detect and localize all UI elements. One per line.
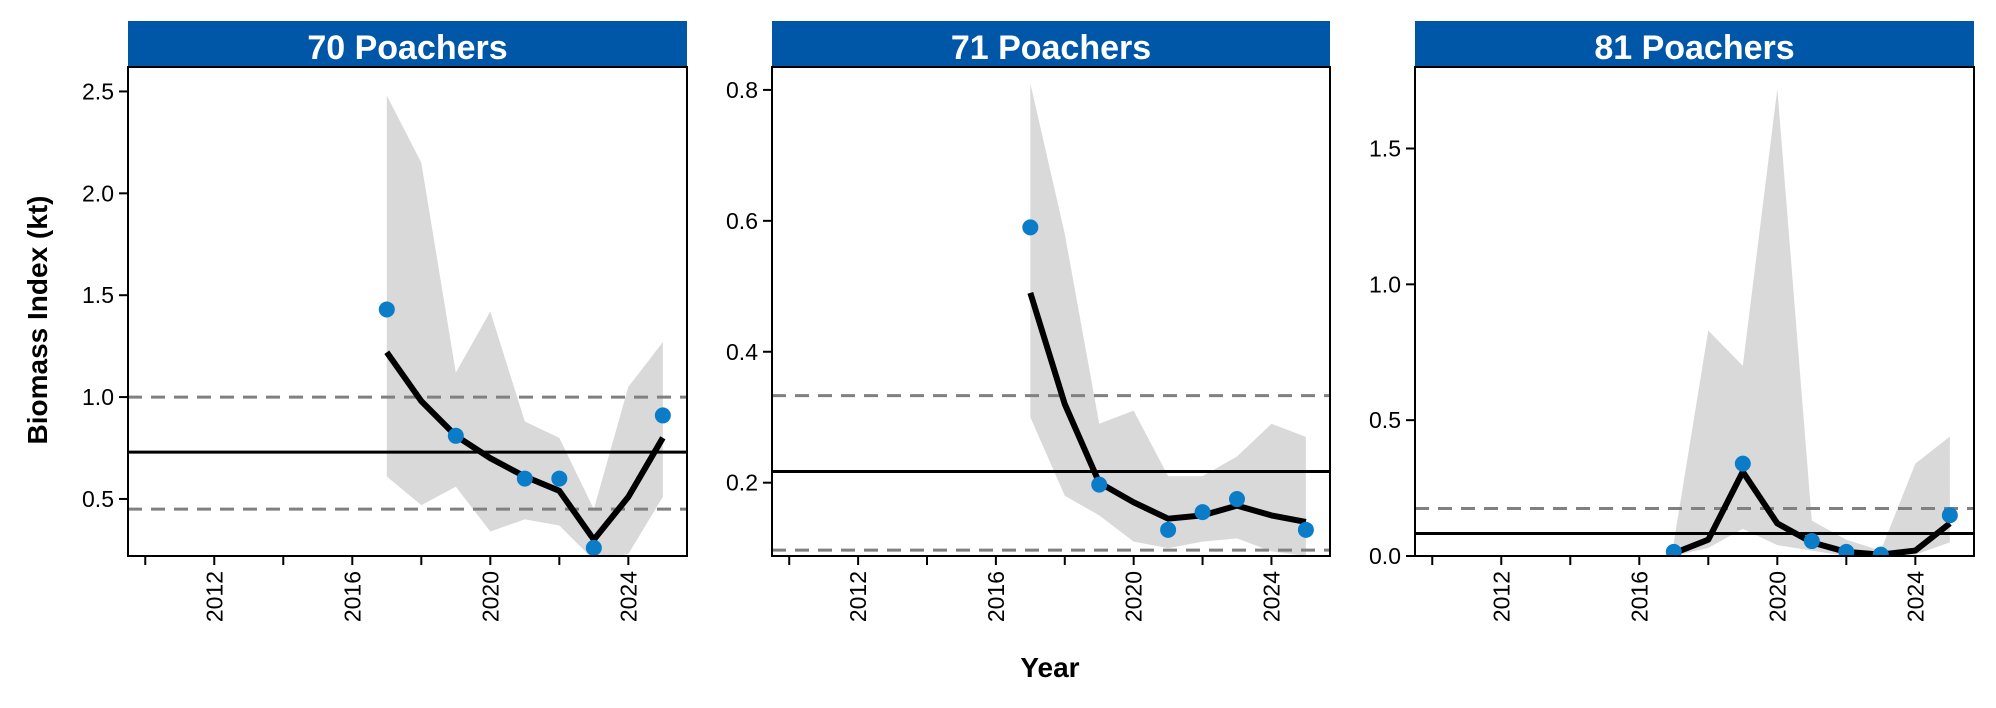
observed-point: [1838, 543, 1855, 556]
x-tick-label: 2012: [1488, 571, 1514, 622]
y-tick-label: 0.5: [82, 486, 114, 512]
facet-panel: 81 Poachers 0.0 0.5 1.0 1.5 2012 2016 2020 2024: [1369, 21, 1975, 622]
x-tick-label: 2020: [1121, 571, 1147, 622]
x-axis-title: Year: [1020, 652, 1079, 683]
observed-point: [1022, 219, 1039, 236]
x-tick-label: 2016: [1626, 571, 1652, 622]
plot-area: [772, 83, 1330, 556]
y-tick-label: 0.6: [726, 208, 758, 234]
y-tick-label: 1.5: [82, 282, 114, 308]
observed-point: [1665, 543, 1682, 556]
panel-border: [127, 66, 688, 557]
observed-point: [378, 301, 395, 318]
confidence-ribbon: [1030, 83, 1306, 556]
observed-point: [1941, 507, 1958, 524]
panel-border: [1414, 66, 1975, 557]
confidence-ribbon: [1673, 88, 1950, 556]
y-axis-title: Biomass Index (kt): [22, 196, 53, 445]
x-tick-label: 2020: [1764, 571, 1790, 622]
facet-title: 71 Poachers: [951, 29, 1151, 67]
facet-panel: 71 Poachers 0.2 0.4 0.6 0.8 2012 2016 2020 2024: [726, 21, 1331, 622]
observed-point: [447, 427, 464, 444]
confidence-ribbon: [386, 95, 663, 556]
x-tick-label: 2024: [1902, 571, 1928, 622]
x-tick-label: 2024: [1258, 571, 1284, 622]
observed-point: [516, 470, 533, 487]
observed-point: [1803, 533, 1820, 550]
plot-area: [128, 95, 687, 556]
observed-point: [1160, 521, 1177, 538]
y-tick-label: 0.2: [726, 470, 758, 496]
y-tick-label: 1.5: [1369, 136, 1401, 162]
observed-point: [1194, 504, 1211, 521]
plot-area: [1415, 88, 1974, 556]
facet-strip: [128, 21, 687, 67]
y-tick-label: 0.4: [726, 339, 758, 365]
y-tick-label: 2.0: [82, 180, 114, 206]
facet-title: 70 Poachers: [307, 29, 507, 67]
observed-point: [1091, 476, 1108, 493]
facet-strip: [1415, 21, 1974, 67]
x-tick-label: 2012: [845, 571, 871, 622]
y-tick-label: 0.5: [1369, 407, 1401, 433]
observed-point: [585, 539, 602, 556]
y-tick-label: 0.0: [1369, 543, 1401, 569]
x-tick-label: 2012: [201, 571, 227, 622]
facet-panel: 70 Poachers 0.5 1.0 1.5 2.0 2.5 2012 2016 2020 20…: [82, 21, 688, 622]
y-tick-label: 1.0: [82, 384, 114, 410]
facet-title: 81 Poachers: [1594, 29, 1794, 67]
fitted-line: [1027, 291, 1307, 525]
x-tick-label: 2024: [615, 571, 641, 622]
y-tick-label: 2.5: [82, 78, 114, 104]
x-tick-label: 2016: [983, 571, 1009, 622]
observed-point: [654, 407, 671, 424]
observed-point: [551, 470, 568, 487]
panel-border: [771, 66, 1331, 557]
x-tick-label: 2020: [477, 571, 503, 622]
observed-point: [1297, 521, 1314, 538]
y-tick-label: 1.0: [1369, 271, 1401, 297]
y-tick-label: 0.8: [726, 77, 758, 103]
facet-strip: [772, 21, 1330, 67]
x-tick-label: 2016: [339, 571, 365, 622]
observed-point: [1734, 455, 1751, 472]
observed-point: [1229, 491, 1245, 508]
observed-point: [1872, 546, 1889, 556]
